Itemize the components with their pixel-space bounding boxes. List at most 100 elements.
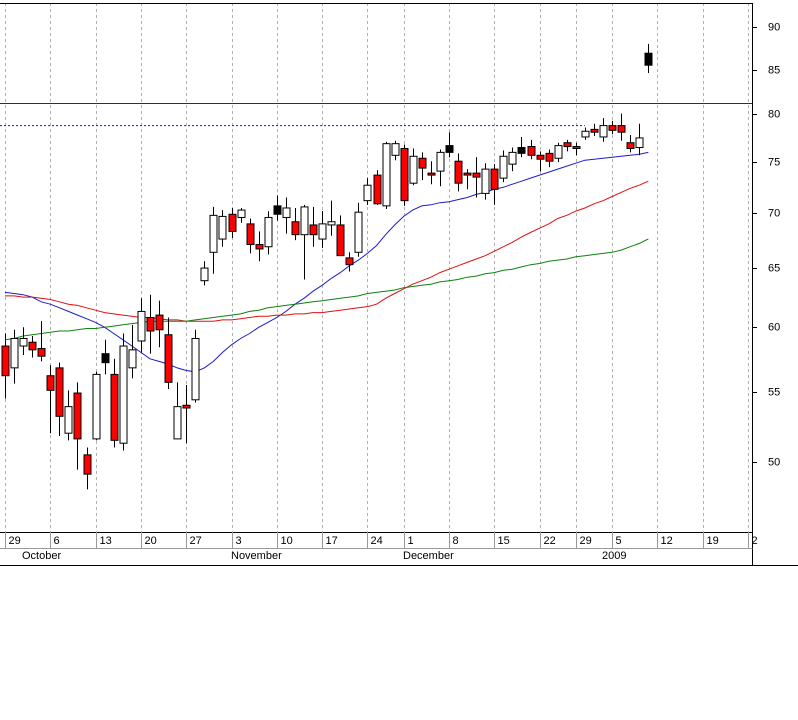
candle-body <box>246 223 255 246</box>
y-tick-label: 60 <box>768 321 780 333</box>
moving-average-line <box>4 238 649 341</box>
candle-body <box>572 146 581 149</box>
candle-body <box>581 130 590 138</box>
candle-body <box>164 334 173 383</box>
y-tick-label: 55 <box>768 386 780 398</box>
candle-body <box>92 373 101 440</box>
x-tick-label: 29 <box>9 535 21 547</box>
candles <box>1 43 653 490</box>
y-tick-label: 90 <box>768 21 780 33</box>
candle-body <box>173 406 182 440</box>
candle-body <box>83 454 92 475</box>
grid <box>5 3 749 532</box>
candle-body <box>10 337 19 369</box>
candle-body <box>635 137 644 149</box>
candle-body <box>554 145 563 159</box>
candle-body <box>282 207 291 218</box>
candle-body <box>400 147 409 202</box>
candle-body <box>644 52 653 66</box>
month-label: 2009 <box>602 550 626 562</box>
x-tick-label: 17 <box>326 535 338 547</box>
y-tick-label: 80 <box>768 108 780 120</box>
candle-body <box>46 375 55 391</box>
x-tick-label: 3 <box>236 535 242 547</box>
candle-body <box>454 160 463 184</box>
candle-body <box>64 406 73 434</box>
candle-body <box>155 314 164 331</box>
x-tick-label: 19 <box>707 535 719 547</box>
candle-body <box>463 172 472 176</box>
candle-body <box>373 174 382 205</box>
candle-body <box>508 151 517 165</box>
x-tick-label: 15 <box>498 535 510 547</box>
candle-body <box>73 392 82 440</box>
y-tick-label: 75 <box>768 156 780 168</box>
candle-body <box>55 367 64 417</box>
candle-body <box>218 215 227 240</box>
candle-body <box>146 316 155 332</box>
candle-body <box>182 404 191 409</box>
y-tick-label: 65 <box>768 262 780 274</box>
candle-body <box>436 151 445 172</box>
candle-body <box>318 223 327 240</box>
x-tick-label: 20 <box>145 535 157 547</box>
candle-body <box>309 224 318 236</box>
candle-body <box>481 168 490 194</box>
candle-body <box>200 267 209 282</box>
candle-body <box>237 209 246 218</box>
candle-body <box>382 143 391 207</box>
candle-body <box>255 244 264 250</box>
x-tick-label: 1 <box>408 535 414 547</box>
candle-body <box>536 154 545 160</box>
x-tick-label: 10 <box>281 535 293 547</box>
candle-body <box>137 310 146 342</box>
candle-body <box>418 157 427 169</box>
y-tick-label: 85 <box>768 64 780 76</box>
axes: 29 6 13 20 27 3 10 17 24 1 8 15 22 29 5 12 19 2 October Nov… <box>0 3 798 566</box>
x-tick-label: 12 <box>661 535 673 547</box>
candle-body <box>37 348 46 357</box>
candle-body <box>345 257 354 266</box>
month-label: October <box>22 550 61 562</box>
x-tick-label: 24 <box>371 535 383 547</box>
candle-body <box>391 143 400 156</box>
candle-body <box>499 155 508 179</box>
candle-body <box>445 145 454 153</box>
candle-body <box>626 142 635 149</box>
month-label: November <box>231 550 282 562</box>
candle-body <box>128 349 137 369</box>
x-tick-label: 5 <box>616 535 622 547</box>
month-label: December <box>403 550 454 562</box>
moving-average-line <box>5 180 649 322</box>
candle-body <box>354 211 363 253</box>
candle-body <box>300 206 309 236</box>
y-tick-label: 50 <box>768 456 780 468</box>
candle-body <box>517 147 526 154</box>
candle-body <box>273 205 282 215</box>
x-tick-label: 2 <box>752 535 758 547</box>
x-tick-label: 27 <box>190 535 202 547</box>
x-tick-label: 8 <box>453 535 459 547</box>
moving-average-line <box>4 151 649 373</box>
candle-body <box>110 373 119 441</box>
candle-body <box>608 125 617 131</box>
candle-body <box>291 221 300 236</box>
candle-body <box>599 125 608 138</box>
candle-body <box>191 337 200 401</box>
candle-body <box>327 221 336 226</box>
candle-body <box>545 152 554 162</box>
candle-body <box>490 168 499 190</box>
candle-body <box>527 146 536 156</box>
x-tick-label: 13 <box>100 535 112 547</box>
candle-body <box>209 214 218 253</box>
candle-body <box>101 353 110 364</box>
candle-body <box>563 142 572 148</box>
candle-body <box>19 337 28 347</box>
candle-body <box>1 345 10 377</box>
candle-body <box>363 184 372 202</box>
candle-body <box>617 125 626 133</box>
x-tick-label: 6 <box>54 535 60 547</box>
lines <box>0 103 752 373</box>
